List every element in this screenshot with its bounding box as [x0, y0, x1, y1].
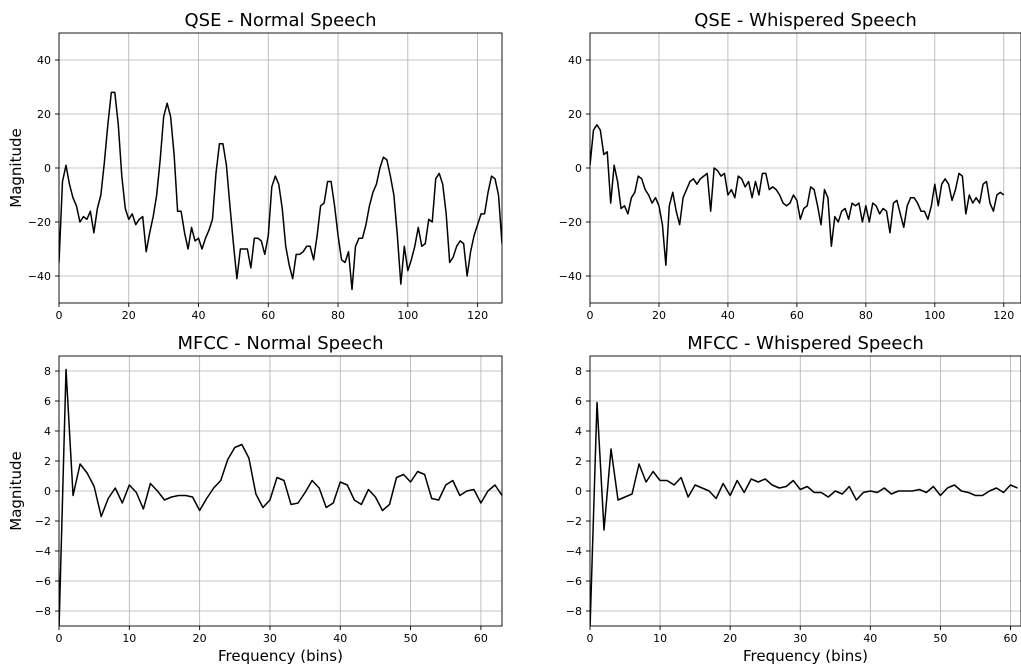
x-tick-label: 80	[859, 309, 873, 322]
chart-title: MFCC - Normal Speech	[177, 333, 383, 354]
y-tick-label: 2	[575, 455, 582, 468]
x-tick-label: 10	[653, 632, 667, 645]
x-tick-label: 30	[793, 632, 807, 645]
x-tick-label: 60	[261, 309, 275, 322]
y-tick-label: 0	[575, 162, 582, 175]
x-tick-label: 0	[56, 632, 63, 645]
series-line	[59, 91, 502, 291]
subplot-3: 0 10 20 30 40 50 60 −8 −6 −4 −2 0 2 4 6 8 MFCC - Normal …	[7, 333, 503, 664]
x-tick-label: 100	[924, 309, 945, 322]
x-tick-label: 60	[790, 309, 804, 322]
y-tick-label: 20	[568, 108, 582, 121]
y-tick-label: 8	[575, 365, 582, 378]
x-tick-label: 0	[587, 632, 594, 645]
y-tick-label: −40	[559, 270, 582, 283]
y-tick-label: 40	[568, 54, 582, 67]
series-line	[590, 401, 1018, 626]
y-tick-label: 2	[44, 455, 51, 468]
x-tick-label: 40	[333, 632, 347, 645]
x-tick-label: 40	[721, 309, 735, 322]
x-tick-label: 40	[192, 309, 206, 322]
x-tick-label: 60	[1003, 632, 1017, 645]
y-tick-label: 0	[575, 485, 582, 498]
x-tick-label: 80	[331, 309, 345, 322]
y-tick-label: −8	[566, 605, 582, 618]
y-tick-label: −8	[35, 605, 51, 618]
series-line	[59, 368, 502, 626]
y-tick-label: 0	[44, 162, 51, 175]
x-axis-label: Frequency (bins)	[218, 647, 343, 664]
x-tick-label: 10	[122, 632, 136, 645]
chart-title: QSE - Whispered Speech	[694, 10, 917, 31]
x-tick-label: 100	[397, 309, 418, 322]
x-tick-label: 40	[863, 632, 877, 645]
y-tick-label: −20	[559, 216, 582, 229]
chart-title: MFCC - Whispered Speech	[687, 333, 924, 354]
chart-title: QSE - Normal Speech	[184, 10, 376, 31]
subplot-2: 0 20 40 60 80 100 120 −40 −20 0 20 40 QSE - Whispere…	[559, 10, 1021, 322]
x-tick-label: 50	[404, 632, 418, 645]
x-tick-label: 30	[263, 632, 277, 645]
x-tick-label: 20	[122, 309, 136, 322]
x-tick-label: 120	[467, 309, 488, 322]
y-tick-label: 0	[44, 485, 51, 498]
y-tick-label: 8	[44, 365, 51, 378]
x-tick-label: 0	[587, 309, 594, 322]
x-tick-label: 120	[993, 309, 1014, 322]
y-tick-label: 40	[37, 54, 51, 67]
y-tick-label: −2	[566, 515, 582, 528]
y-tick-label: −6	[35, 575, 51, 588]
x-axis-label: Frequency (bins)	[743, 647, 868, 664]
y-tick-label: 20	[37, 108, 51, 121]
x-tick-label: 60	[474, 632, 488, 645]
y-tick-label: 6	[44, 395, 51, 408]
x-tick-label: 20	[193, 632, 207, 645]
y-tick-label: −4	[566, 545, 582, 558]
x-tick-label: 50	[933, 632, 947, 645]
y-axis-label: Magnitude	[7, 451, 25, 530]
y-tick-label: −4	[35, 545, 51, 558]
y-tick-label: −40	[28, 270, 51, 283]
y-tick-label: 4	[575, 425, 582, 438]
y-axis-label: Magnitude	[7, 128, 25, 207]
subplot-1: 0 20 40 60 80 100 120 −40 −20 0 20 40 QSE - Normal S…	[7, 10, 503, 322]
y-tick-label: −20	[28, 216, 51, 229]
y-tick-label: −6	[566, 575, 582, 588]
y-tick-label: −2	[35, 515, 51, 528]
subplot-4: 0 10 20 30 40 50 60 −8 −6 −4 −2 0 2 4 6 8 MFCC - Whisper…	[566, 333, 1021, 664]
x-tick-label: 20	[723, 632, 737, 645]
x-tick-label: 20	[652, 309, 666, 322]
y-tick-label: 4	[44, 425, 51, 438]
y-tick-label: 6	[575, 395, 582, 408]
series-line	[590, 124, 1005, 266]
x-tick-label: 0	[56, 309, 63, 322]
